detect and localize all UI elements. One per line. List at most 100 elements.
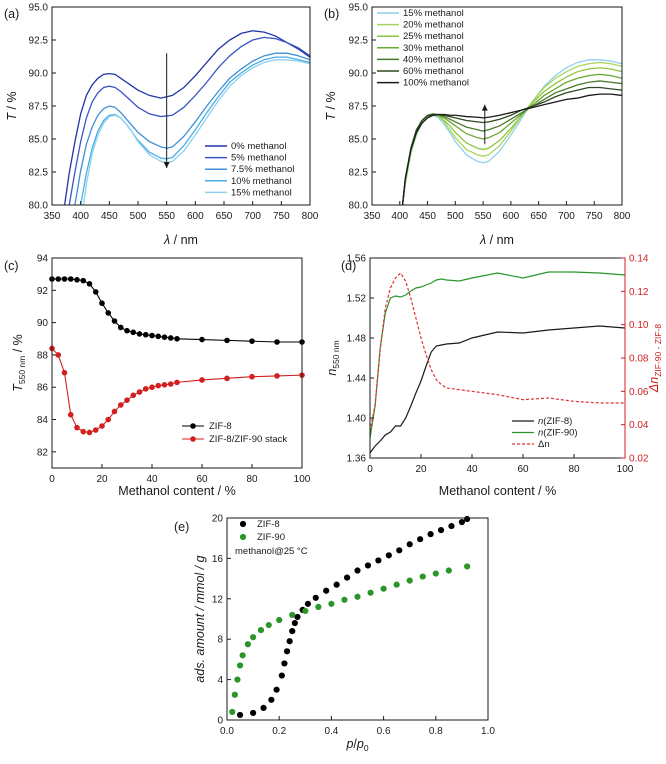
data-point (354, 567, 361, 574)
data-point (276, 616, 283, 624)
data-point (167, 335, 174, 341)
data-point (239, 652, 246, 659)
y2-tick-label: 0.06 (629, 387, 649, 398)
series-line-n(ZIF-8) (369, 325, 626, 454)
data-point (149, 384, 155, 391)
data-point (341, 596, 348, 603)
data-point (130, 329, 137, 336)
y-tick-label: 87.5 (349, 102, 369, 113)
series-line-30% methanol (401, 73, 623, 206)
data-point (250, 634, 257, 641)
data-point (274, 339, 280, 345)
panel-label: (a) (4, 7, 19, 21)
series-line-0% methanol (63, 30, 310, 205)
x-tick-label: 350 (44, 211, 61, 222)
data-point (289, 628, 296, 635)
data-point (105, 310, 112, 316)
x-tick-label: 1.0 (481, 726, 495, 737)
data-point (294, 613, 301, 621)
y-tick-label: 1.44 (347, 374, 367, 385)
x-tick-label: 0.0 (220, 726, 234, 737)
y-tick-label: 92.5 (29, 36, 49, 47)
y-axis-label: ads. amount / mmol / g (193, 555, 207, 682)
data-point (161, 334, 168, 340)
x-tick-label: 550 (158, 211, 175, 222)
data-point (74, 277, 80, 283)
x-tick-label: 0 (367, 464, 373, 475)
data-point (155, 333, 162, 340)
series-line-100% methanol (401, 93, 623, 206)
data-point (364, 562, 372, 569)
legend-label: n(ZIF-8) (538, 416, 572, 427)
x-tick-label: 350 (364, 211, 381, 222)
x-tick-label: 0.4 (324, 726, 338, 737)
legend-label: Δn (538, 439, 550, 450)
data-point (328, 600, 335, 607)
data-point (174, 335, 180, 342)
data-point (464, 563, 471, 570)
x-tick-label: 700 (558, 211, 575, 222)
data-point (343, 574, 351, 581)
y-tick-label: 12 (212, 594, 224, 605)
x-axis-label: Methanol content / % (118, 484, 235, 498)
y-tick-label: 86 (37, 383, 49, 394)
data-point (250, 709, 257, 717)
y-tick-label: 16 (212, 554, 224, 565)
y2-tick-label: 0.02 (629, 454, 649, 465)
data-point (304, 600, 312, 607)
legend-label: 40% methanol (403, 54, 464, 65)
y-tick-label: 92.5 (349, 36, 369, 47)
x-tick-label: 500 (447, 211, 464, 222)
x-tick-label: 0.8 (429, 726, 443, 737)
data-point (142, 331, 149, 338)
data-point (236, 711, 244, 719)
y-tick-label: 95.0 (29, 3, 49, 14)
data-point (111, 318, 118, 324)
data-point (445, 567, 452, 574)
y-tick-label: 0 (217, 716, 223, 727)
data-point (427, 531, 434, 538)
data-point (155, 382, 162, 389)
data-point (92, 289, 99, 295)
x-tick-label: 0 (49, 474, 55, 485)
series-line-5% methanol (68, 36, 310, 205)
y-tick-label: 84 (37, 415, 49, 426)
data-point (464, 515, 471, 523)
x-tick-label: 600 (187, 211, 204, 222)
legend-italic: n (538, 428, 543, 439)
y-tick-label: 80.0 (29, 201, 49, 212)
data-point (281, 660, 288, 667)
legend-label: ZIF-90 (257, 532, 285, 543)
x-tick-label: 20 (415, 464, 427, 475)
series-line-40% methanol (401, 80, 623, 206)
data-point (283, 648, 291, 655)
panel-label: (b) (324, 7, 339, 21)
y-tick-label: 90.0 (349, 69, 369, 80)
y-axis-label: T / % (5, 91, 19, 120)
data-point (417, 536, 424, 543)
legend-label: 10% methanol (231, 176, 292, 187)
y-tick-label: 90 (37, 318, 49, 329)
data-point (224, 337, 230, 344)
x-tick-label: 80 (246, 474, 258, 485)
x-tick-label: 700 (244, 211, 261, 222)
legend-label: n(ZIF-90) (538, 428, 578, 439)
x-tick-label: 400 (72, 211, 89, 222)
x-tick-label: 40 (466, 464, 478, 475)
data-point (99, 300, 105, 307)
x-axis-label: p/p0 (345, 737, 368, 753)
y2-tick-label: 0.04 (629, 420, 649, 431)
data-point (167, 381, 174, 387)
data-point (224, 375, 230, 382)
data-point (80, 277, 87, 284)
data-point (124, 327, 130, 334)
legend-label: ZIF-8/ZIF-90 stack (209, 434, 287, 445)
data-point (375, 557, 382, 564)
y2-tick-label: 0.12 (629, 287, 649, 298)
legend-label: 7.5% methanol (231, 164, 294, 175)
y-tick-label: 4 (217, 675, 223, 686)
data-point (136, 389, 143, 395)
data-point (257, 627, 265, 634)
series-line-60% methanol (401, 86, 623, 206)
